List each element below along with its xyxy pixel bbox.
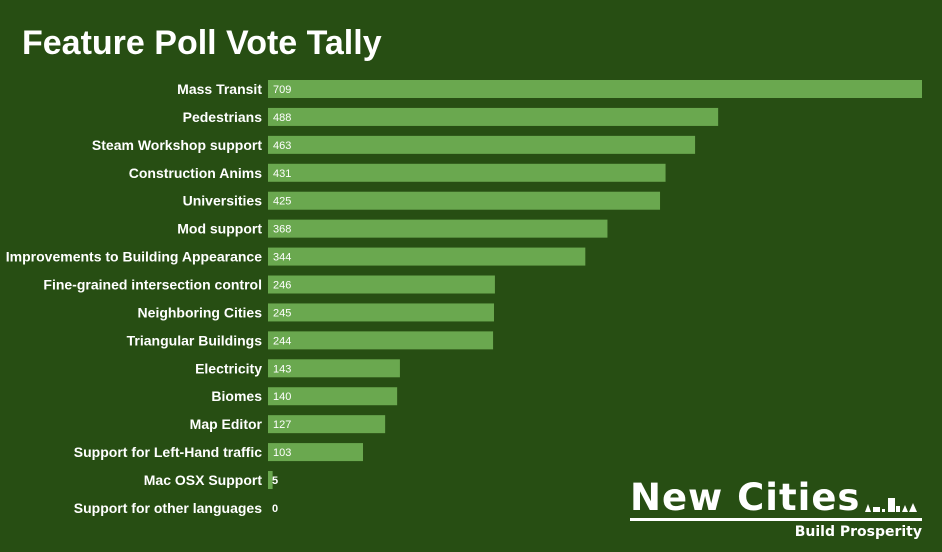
category-label: Mass Transit <box>177 81 262 97</box>
bar <box>268 247 586 266</box>
data-label: 425 <box>273 196 291 208</box>
bar <box>268 387 398 406</box>
data-label: 127 <box>273 419 291 431</box>
data-label: 246 <box>273 280 291 292</box>
bar <box>268 107 719 126</box>
category-label: Support for Left-Hand traffic <box>74 444 262 460</box>
data-label: 0 <box>272 503 278 515</box>
bar <box>268 219 608 238</box>
bar <box>268 471 273 490</box>
logo-tagline: Build Prosperity <box>794 524 922 540</box>
logo-name: New Cities <box>630 476 861 519</box>
category-label: Support for other languages <box>74 500 262 516</box>
bar <box>268 275 495 294</box>
city-skyline-icon <box>865 498 917 512</box>
category-label: Biomes <box>211 388 262 404</box>
data-label: 140 <box>273 391 291 403</box>
data-label: 244 <box>273 335 291 347</box>
data-label: 709 <box>273 84 291 96</box>
data-label: 245 <box>273 307 291 319</box>
category-label: Fine-grained intersection control <box>43 277 262 293</box>
category-label: Steam Workshop support <box>92 137 262 153</box>
data-label: 368 <box>273 224 291 236</box>
bar <box>268 331 494 350</box>
bar <box>268 191 661 210</box>
bar <box>268 443 364 462</box>
category-label: Pedestrians <box>183 109 263 125</box>
bar <box>268 415 386 434</box>
new-cities-logo: New Cities Build Prosperity <box>630 478 922 540</box>
bar <box>268 135 696 154</box>
category-label: Mod support <box>177 221 262 237</box>
category-label: Improvements to Building Appearance <box>6 249 262 265</box>
data-label: 103 <box>273 447 291 459</box>
data-label: 344 <box>273 252 291 264</box>
bar <box>268 163 666 182</box>
data-label: 488 <box>273 112 291 124</box>
category-label: Triangular Buildings <box>127 332 263 348</box>
bar <box>268 359 400 378</box>
chart-title: Feature Poll Vote Tally <box>22 24 382 62</box>
category-label: Construction Anims <box>129 165 262 181</box>
data-label: 463 <box>273 140 291 152</box>
data-label: 5 <box>272 475 278 487</box>
bar <box>268 303 494 322</box>
logo-underline <box>630 518 922 521</box>
data-label: 143 <box>273 363 291 375</box>
category-label: Universities <box>183 193 263 209</box>
category-label: Mac OSX Support <box>144 472 263 488</box>
category-label: Map Editor <box>190 416 263 432</box>
data-label: 431 <box>273 168 291 180</box>
bar <box>268 80 922 98</box>
category-label: Neighboring Cities <box>138 304 263 320</box>
category-label: Electricity <box>195 360 262 376</box>
